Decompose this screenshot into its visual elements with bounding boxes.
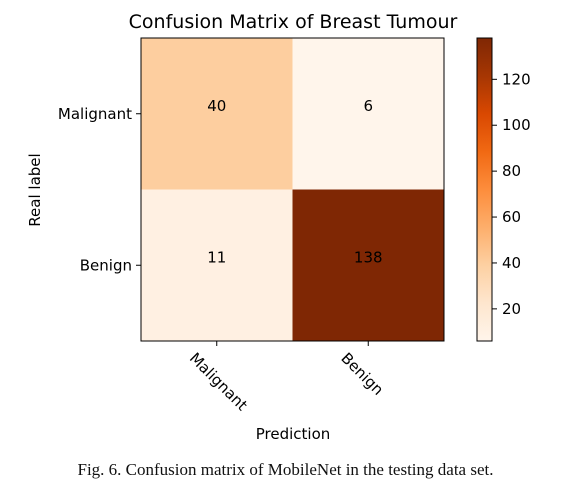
colorbar-tick-label: 60 [502, 208, 521, 226]
colorbar-gradient [476, 37, 493, 342]
heatmap-cell [141, 38, 293, 190]
y-axis-label: Real label [26, 153, 44, 226]
colorbar-tick-label: 100 [502, 116, 531, 134]
heatmap-cell [292, 189, 444, 341]
x-tick-label: Benign [337, 349, 387, 399]
colorbar-tick-label: 120 [502, 70, 531, 88]
colorbar-tick-label: 40 [502, 254, 521, 272]
colorbar: 20 40 60 80 100 120 [476, 37, 531, 342]
x-tick-label: Malignant [186, 349, 251, 414]
colorbar-ticks: 20 40 60 80 100 120 [492, 70, 531, 318]
colorbar-tick-label: 20 [502, 300, 521, 318]
cell-value-label: 40 [207, 97, 226, 115]
figure-caption: Fig. 6. Confusion matrix of MobileNet in… [77, 460, 494, 479]
x-axis-label: Prediction [256, 425, 331, 443]
cell-value-label: 6 [363, 97, 373, 115]
plot-frame [140, 37, 445, 342]
cell-value-label: 138 [354, 248, 383, 266]
heatmap-cell [141, 189, 293, 341]
chart-title: Confusion Matrix of Breast Tumour [129, 11, 458, 33]
heatmap-cells: 40 6 11 138 [140, 37, 445, 342]
cell-value-label: 11 [207, 248, 226, 266]
y-tick-label: Benign [80, 256, 132, 274]
y-tick-label: Malignant [58, 105, 132, 123]
heatmap-cell [292, 38, 444, 190]
colorbar-tick-label: 80 [502, 162, 521, 180]
